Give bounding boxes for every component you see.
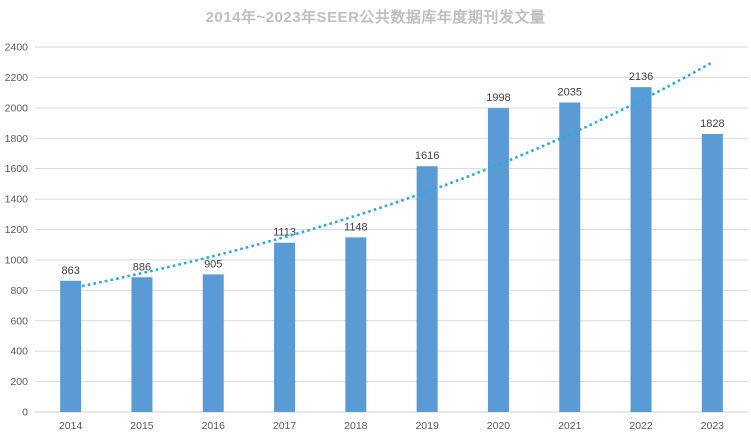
x-tick-label: 2018 [344, 420, 368, 432]
x-tick-label: 2015 [130, 420, 154, 432]
chart-title: 2014年~2023年SEER公共数据库年度期刊发文量 [205, 9, 546, 26]
bar-value-label: 1113 [273, 227, 296, 239]
bar-value-label: 905 [204, 258, 222, 270]
bar-value-label: 2035 [558, 87, 582, 99]
y-tick-label: 1000 [5, 254, 29, 266]
bar-value-label: 2136 [629, 71, 653, 83]
x-tick-label: 2014 [59, 420, 83, 432]
y-tick-label: 400 [10, 346, 28, 358]
y-tick-label: 1800 [5, 133, 29, 145]
x-tick-label: 2021 [558, 420, 582, 432]
bar-value-label: 1616 [415, 150, 439, 162]
y-tick-label: 2000 [5, 102, 29, 114]
bar-2023 [701, 133, 723, 412]
x-tick-label: 2020 [487, 420, 511, 432]
bar-2020 [487, 108, 509, 412]
bar-value-label: 1998 [486, 92, 510, 104]
y-tick-label: 800 [10, 285, 28, 297]
bar-value-label: 1148 [344, 221, 368, 233]
bar-value-label: 1828 [700, 118, 724, 130]
bar-2019 [416, 166, 438, 412]
x-tick-label: 2019 [415, 420, 439, 432]
y-tick-label: 600 [10, 315, 28, 327]
y-tick-label: 2400 [5, 42, 29, 54]
bar-2018 [345, 237, 367, 412]
trendline [70, 61, 714, 290]
bar-value-label: 863 [61, 265, 79, 277]
bar-value-label: 886 [133, 261, 151, 273]
bar-2017 [274, 242, 296, 412]
y-tick-label: 0 [22, 407, 28, 419]
y-tick-label: 1200 [5, 224, 29, 236]
x-tick-label: 2017 [273, 420, 297, 432]
y-tick-label: 200 [10, 376, 28, 388]
x-tick-label: 2023 [701, 420, 725, 432]
bar-2015 [131, 277, 153, 412]
x-tick-label: 2016 [202, 420, 226, 432]
x-tick-label: 2022 [629, 420, 653, 432]
bar-2022 [630, 87, 652, 413]
bar-2014 [60, 280, 82, 412]
bar-2021 [559, 102, 581, 413]
y-tick-label: 1600 [5, 163, 29, 175]
y-tick-label: 1400 [5, 194, 29, 206]
y-tick-label: 2200 [5, 72, 29, 84]
bar-2016 [202, 274, 224, 412]
